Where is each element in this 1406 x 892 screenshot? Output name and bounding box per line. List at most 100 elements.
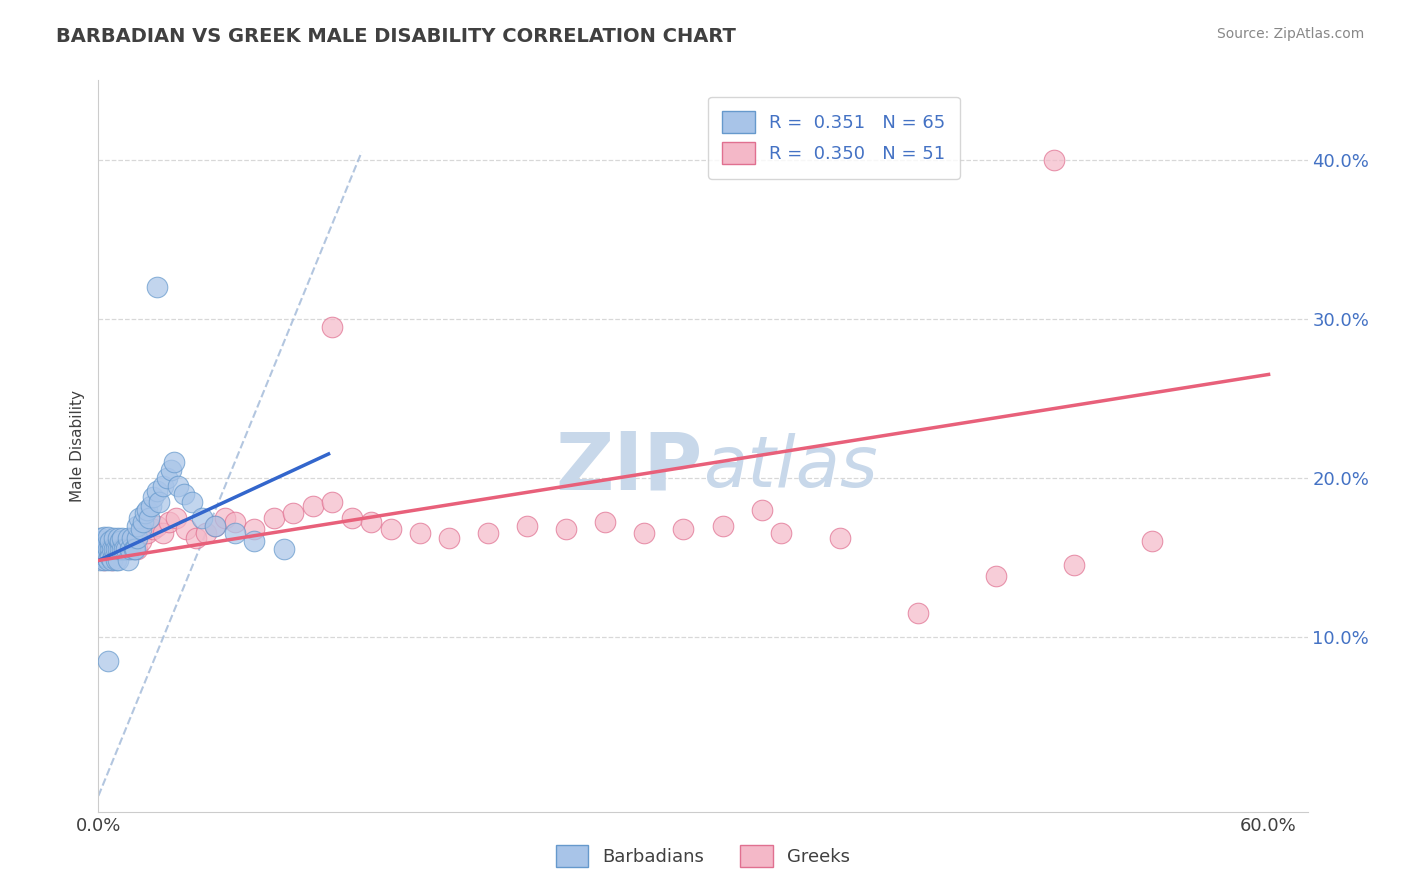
Point bbox=[157, 516, 180, 530]
Point bbox=[243, 534, 266, 549]
Point bbox=[165, 510, 187, 524]
Point bbox=[146, 483, 169, 498]
Point bbox=[91, 542, 114, 557]
Point bbox=[103, 542, 125, 557]
Point bbox=[184, 531, 207, 545]
Point bbox=[142, 522, 165, 536]
Point bbox=[96, 542, 118, 557]
Point bbox=[117, 531, 139, 545]
Point bbox=[111, 542, 134, 557]
Point bbox=[136, 526, 159, 541]
Text: Source: ZipAtlas.com: Source: ZipAtlas.com bbox=[1216, 27, 1364, 41]
Point bbox=[131, 534, 153, 549]
Point bbox=[103, 531, 125, 545]
Point bbox=[108, 542, 131, 557]
Text: ZIP: ZIP bbox=[555, 429, 703, 507]
Point bbox=[409, 526, 432, 541]
Point bbox=[101, 553, 124, 567]
Point bbox=[769, 526, 792, 541]
Point bbox=[91, 542, 114, 557]
Point bbox=[181, 494, 204, 508]
Point bbox=[321, 319, 343, 334]
Point bbox=[214, 510, 236, 524]
Point bbox=[224, 516, 246, 530]
Point bbox=[828, 531, 851, 545]
Point bbox=[439, 531, 461, 545]
Point bbox=[191, 510, 214, 524]
Point bbox=[321, 494, 343, 508]
Point bbox=[204, 518, 226, 533]
Point bbox=[360, 516, 382, 530]
Point bbox=[136, 502, 159, 516]
Point bbox=[152, 526, 174, 541]
Point bbox=[89, 542, 111, 557]
Point bbox=[633, 526, 655, 541]
Point bbox=[114, 542, 136, 557]
Point bbox=[1140, 534, 1163, 549]
Point bbox=[1043, 153, 1066, 167]
Point bbox=[117, 542, 139, 557]
Point bbox=[711, 518, 734, 533]
Point bbox=[174, 522, 197, 536]
Point bbox=[148, 494, 170, 508]
Point bbox=[97, 534, 120, 549]
Point bbox=[159, 463, 181, 477]
Point bbox=[138, 510, 160, 524]
Point bbox=[984, 569, 1007, 583]
Point bbox=[672, 522, 695, 536]
Point bbox=[97, 654, 120, 668]
Point bbox=[131, 522, 153, 536]
Point bbox=[96, 542, 118, 557]
Point bbox=[103, 542, 125, 557]
Point bbox=[340, 510, 363, 524]
Point bbox=[263, 510, 285, 524]
Point bbox=[101, 542, 124, 557]
Point bbox=[146, 280, 169, 294]
Point bbox=[91, 534, 114, 549]
Point bbox=[98, 542, 121, 557]
Point bbox=[224, 526, 246, 541]
Point bbox=[121, 531, 143, 545]
Point bbox=[122, 531, 145, 545]
Point bbox=[595, 516, 617, 530]
Point bbox=[118, 542, 141, 557]
Point bbox=[117, 553, 139, 567]
Point bbox=[302, 500, 325, 514]
Point bbox=[132, 516, 155, 530]
Point bbox=[152, 479, 174, 493]
Point bbox=[283, 506, 305, 520]
Point bbox=[93, 553, 115, 567]
Point bbox=[96, 550, 118, 565]
Point bbox=[555, 522, 578, 536]
Point bbox=[104, 542, 127, 557]
Point bbox=[98, 534, 121, 549]
Y-axis label: Male Disability: Male Disability bbox=[70, 390, 86, 502]
Point bbox=[156, 471, 179, 485]
Point bbox=[107, 531, 129, 545]
Point bbox=[128, 510, 150, 524]
Point bbox=[107, 553, 129, 567]
Point bbox=[111, 531, 134, 545]
Point bbox=[89, 531, 111, 545]
Point bbox=[124, 542, 146, 557]
Point bbox=[243, 522, 266, 536]
Point bbox=[127, 531, 149, 545]
Legend: Barbadians, Greeks: Barbadians, Greeks bbox=[548, 838, 858, 874]
Point bbox=[89, 553, 111, 567]
Point bbox=[97, 530, 120, 544]
Point bbox=[101, 553, 124, 567]
Point bbox=[122, 542, 145, 557]
Point bbox=[96, 538, 118, 552]
Point bbox=[93, 542, 115, 557]
Point bbox=[751, 502, 773, 516]
Point bbox=[98, 550, 121, 565]
Text: atlas: atlas bbox=[703, 434, 877, 502]
Point bbox=[907, 606, 929, 620]
Point bbox=[204, 518, 226, 533]
Point bbox=[97, 542, 120, 557]
Text: BARBADIAN VS GREEK MALE DISABILITY CORRELATION CHART: BARBADIAN VS GREEK MALE DISABILITY CORRE… bbox=[56, 27, 737, 45]
Point bbox=[108, 534, 131, 549]
Point bbox=[104, 553, 127, 567]
Point bbox=[146, 518, 169, 533]
Point bbox=[107, 542, 129, 557]
